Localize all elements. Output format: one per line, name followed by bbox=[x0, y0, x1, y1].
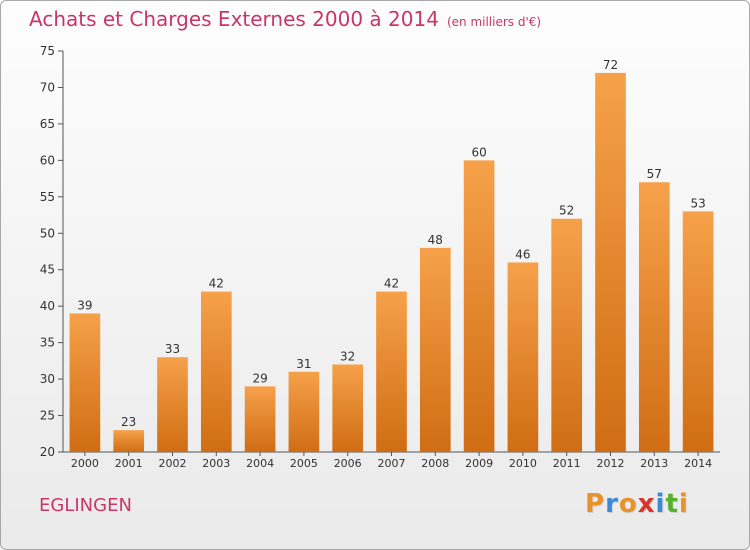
x-tick-label-2014: 2014 bbox=[684, 457, 712, 470]
y-tick-label: 25 bbox=[40, 409, 55, 423]
city-name: EGLINGEN bbox=[39, 495, 132, 516]
data-label-2013: 57 bbox=[647, 167, 662, 181]
y-tick-label: 40 bbox=[40, 299, 55, 313]
bar-2000 bbox=[69, 313, 101, 452]
logo-letter: P bbox=[585, 489, 606, 519]
logo-letter: i bbox=[678, 489, 689, 519]
logo-letter: r bbox=[605, 489, 619, 519]
data-label-2007: 42 bbox=[384, 277, 399, 291]
y-tick-label: 35 bbox=[40, 336, 55, 350]
bar-2010 bbox=[507, 262, 539, 452]
y-tick-label: 65 bbox=[40, 117, 55, 131]
data-label-2011: 52 bbox=[559, 204, 574, 218]
y-tick-label: 60 bbox=[40, 153, 55, 167]
y-tick-label: 70 bbox=[40, 80, 55, 94]
data-label-2009: 60 bbox=[471, 145, 486, 159]
bar-2001 bbox=[113, 430, 145, 452]
x-tick-label-2009: 2009 bbox=[465, 457, 493, 470]
x-tick-label-2004: 2004 bbox=[246, 457, 274, 470]
data-label-2003: 42 bbox=[209, 277, 224, 291]
y-tick-label: 30 bbox=[40, 372, 55, 386]
logo-letter: t bbox=[665, 489, 679, 519]
data-label-2014: 53 bbox=[690, 196, 705, 210]
x-tick-label-2002: 2002 bbox=[159, 457, 187, 470]
data-label-2005: 31 bbox=[296, 357, 311, 371]
x-tick-label-2013: 2013 bbox=[640, 457, 668, 470]
y-tick-label: 45 bbox=[40, 263, 55, 277]
bar-2004 bbox=[244, 386, 276, 452]
data-label-2001: 23 bbox=[121, 415, 136, 429]
data-label-2004: 29 bbox=[252, 371, 267, 385]
bar-2003 bbox=[200, 291, 232, 452]
x-tick-label-2005: 2005 bbox=[290, 457, 318, 470]
data-label-2000: 39 bbox=[77, 298, 92, 312]
bar-2014 bbox=[682, 211, 714, 452]
chart-title: Achats et Charges Externes 2000 à 2014 (e… bbox=[29, 7, 541, 31]
x-tick-label-2007: 2007 bbox=[378, 457, 406, 470]
bar-2013 bbox=[638, 182, 670, 452]
bar-2011 bbox=[551, 218, 583, 452]
logo-letter: o bbox=[618, 489, 638, 519]
bar-2012 bbox=[595, 72, 626, 452]
y-tick-label: 55 bbox=[40, 190, 55, 204]
x-tick-label-2001: 2001 bbox=[115, 457, 143, 470]
y-tick-label: 50 bbox=[40, 226, 55, 240]
chart-subtitle: (en milliers d'€) bbox=[446, 15, 542, 29]
data-label-2012: 72 bbox=[603, 58, 618, 72]
bar-2006 bbox=[332, 364, 364, 452]
x-tick-label-2006: 2006 bbox=[334, 457, 362, 470]
x-tick-label-2012: 2012 bbox=[597, 457, 625, 470]
x-tick-label-2010: 2010 bbox=[509, 457, 537, 470]
data-label-2002: 33 bbox=[165, 342, 180, 356]
y-tick-label: 75 bbox=[40, 44, 55, 58]
data-label-2008: 48 bbox=[428, 233, 443, 247]
y-tick-label: 20 bbox=[40, 445, 55, 459]
x-tick-label-2008: 2008 bbox=[421, 457, 449, 470]
logo-letter: i bbox=[655, 489, 666, 519]
bar-2002 bbox=[157, 357, 188, 452]
bar-2007 bbox=[376, 291, 407, 452]
x-tick-label-2003: 2003 bbox=[202, 457, 230, 470]
bar-2008 bbox=[419, 247, 451, 452]
data-label-2006: 32 bbox=[340, 350, 355, 364]
bar-2009 bbox=[463, 160, 495, 452]
chart-title-text: Achats et Charges Externes 2000 à 2014 bbox=[29, 7, 439, 31]
x-tick-label-2011: 2011 bbox=[553, 457, 581, 470]
proxiti-logo: Proxiti bbox=[585, 489, 689, 519]
x-tick-label-2000: 2000 bbox=[71, 457, 99, 470]
bar-2005 bbox=[288, 371, 320, 452]
data-label-2010: 46 bbox=[515, 247, 530, 261]
logo-letter: x bbox=[637, 489, 656, 519]
